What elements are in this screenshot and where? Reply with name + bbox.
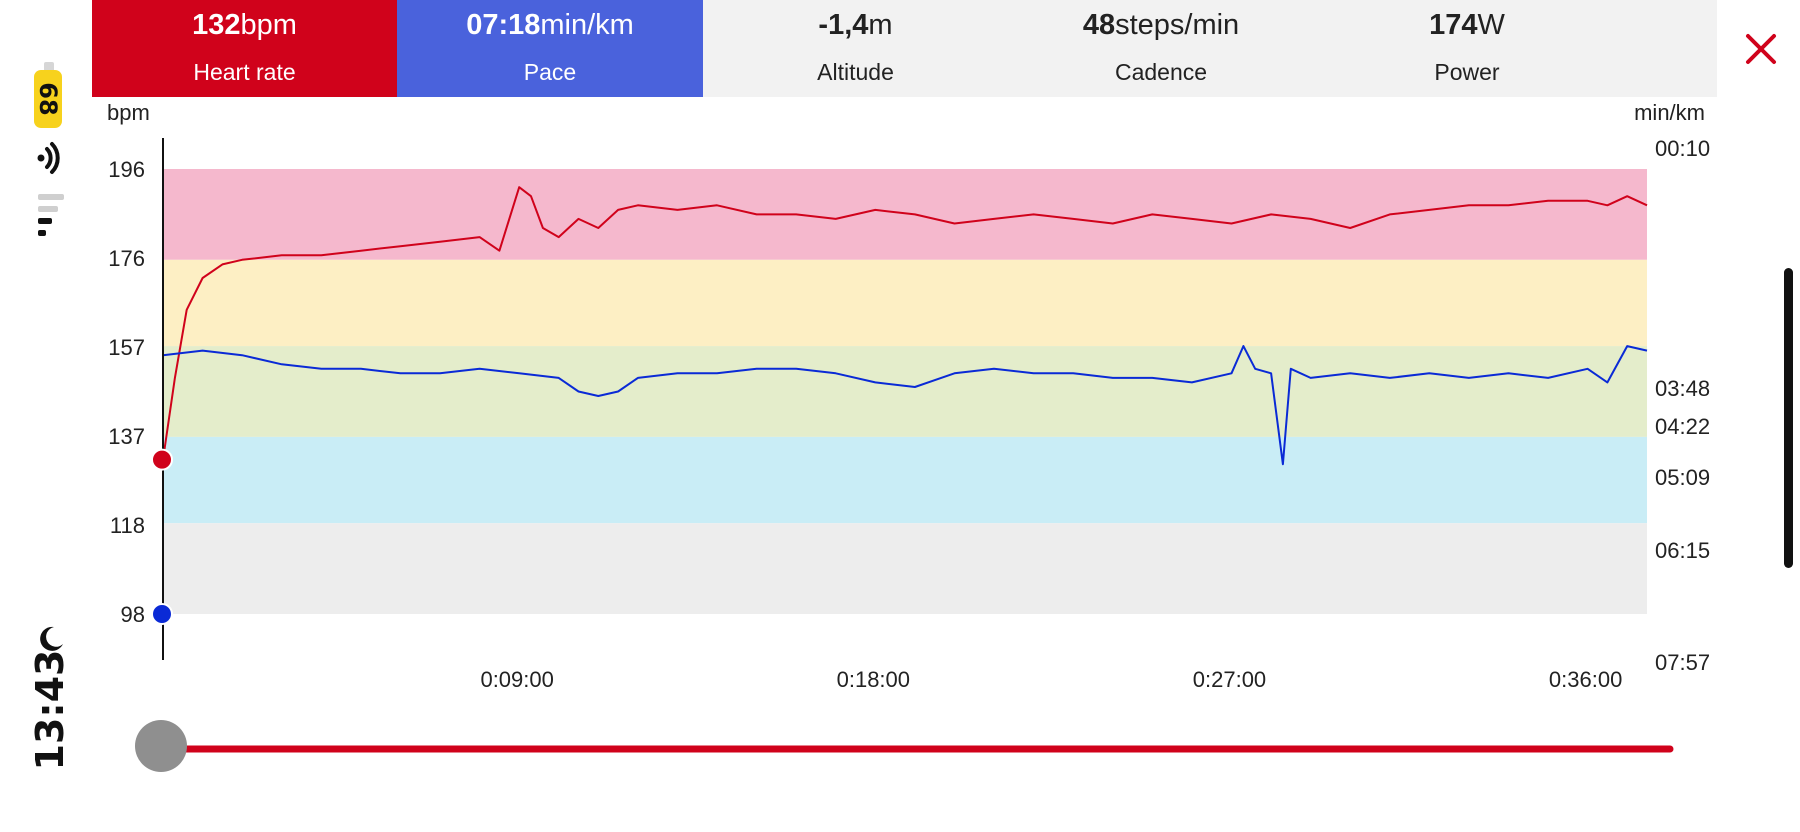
altitude-label: Altitude <box>817 59 894 85</box>
tab-pace[interactable]: 07:18min/km Pace <box>397 0 703 97</box>
battery-icon <box>34 70 62 128</box>
hr-zone-2 <box>163 259 1647 347</box>
left-tick-label: 118 <box>110 513 145 538</box>
right-tick-label: 05:09 <box>1655 465 1710 490</box>
tab-power[interactable]: 174W Power <box>1314 0 1620 97</box>
tab-heart-rate[interactable]: 132bpm Heart rate <box>92 0 397 97</box>
left-tick-label: 137 <box>108 424 145 449</box>
power-label: Power <box>1434 59 1500 85</box>
altitude-value: -1,4 <box>818 9 869 41</box>
right-axis-unit: min/km <box>1634 100 1705 125</box>
altitude-value-line: -1,4m <box>703 8 1008 42</box>
hr-zone-5 <box>163 523 1647 614</box>
left-tick-label: 176 <box>108 246 145 271</box>
right-tick-label: 07:57 <box>1655 650 1710 675</box>
hr-zone-1 <box>163 169 1647 260</box>
heart-rate-value-line: 132bpm <box>92 8 397 42</box>
moon-icon <box>40 626 63 651</box>
wifi-icon <box>37 142 60 174</box>
right-tick-label: 04:22 <box>1655 414 1710 439</box>
heart-rate-label: Heart rate <box>193 59 296 85</box>
tab-altitude[interactable]: -1,4m Altitude <box>703 0 1008 97</box>
pace-marker <box>151 603 173 625</box>
altitude-unit: m <box>868 9 893 41</box>
cellular-signal-icon <box>38 194 64 236</box>
heart-rate-value: 132 <box>192 9 241 41</box>
power-value: 174 <box>1429 9 1478 41</box>
metric-tabs: 132bpm Heart rate 07:18min/km Pace -1,4m… <box>92 0 1776 97</box>
heart-rate-marker <box>151 448 173 471</box>
pace-unit: min/km <box>540 9 634 41</box>
x-tick-label: 0:09:00 <box>480 667 553 692</box>
pace-value: 07:18 <box>466 9 541 41</box>
cadence-unit: steps/min <box>1115 9 1240 41</box>
series-layer <box>162 186 1648 466</box>
cadence-value-line: 48steps/min <box>1008 8 1314 42</box>
hr-zone-3 <box>163 346 1647 437</box>
right-axis-ticks: 00:10 03:48 04:22 05:09 06:15 07:57 <box>1655 136 1710 675</box>
x-axis-ticks: 0:09:00 0:18:00 0:27:00 0:36:00 <box>480 667 1622 692</box>
left-axis-unit: bpm <box>107 100 150 125</box>
right-tick-label: 06:15 <box>1655 538 1710 563</box>
left-tick-label: 196 <box>108 157 145 182</box>
right-tick-label: 00:10 <box>1655 136 1710 161</box>
timeline-slider-knob[interactable] <box>135 720 187 772</box>
cadence-label: Cadence <box>1114 59 1208 85</box>
cadence-value: 48 <box>1082 9 1116 41</box>
hr-zone-4 <box>163 436 1647 524</box>
markers-layer <box>151 448 173 625</box>
left-tick-label: 98 <box>121 602 145 627</box>
scrollbar[interactable] <box>1784 268 1793 568</box>
close-icon[interactable] <box>1742 30 1780 68</box>
x-tick-label: 0:18:00 <box>837 667 910 692</box>
x-tick-label: 0:36:00 <box>1549 667 1622 692</box>
pace-label: Pace <box>523 59 577 85</box>
x-tick-label: 0:27:00 <box>1193 667 1266 692</box>
heart-rate-line <box>162 186 1648 460</box>
heart-rate-unit: bpm <box>240 9 297 41</box>
zones-layer <box>163 169 1647 614</box>
pace-value-line: 07:18min/km <box>397 8 703 42</box>
status-bar: 68 13:43 <box>0 0 92 832</box>
left-axis-ticks: 196 176 157 137 118 98 <box>108 157 145 627</box>
left-tick-label: 157 <box>108 335 145 360</box>
right-tick-label: 03:48 <box>1655 376 1710 401</box>
tab-cadence[interactable]: 48steps/min Cadence <box>1008 0 1314 97</box>
power-unit: W <box>1477 9 1505 41</box>
battery-cap <box>44 62 54 71</box>
pace-line <box>162 345 1648 466</box>
power-value-line: 174W <box>1314 8 1620 42</box>
